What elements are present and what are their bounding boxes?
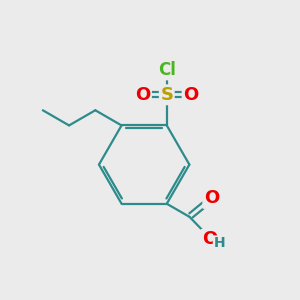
Text: O: O — [135, 86, 151, 104]
Text: O: O — [204, 190, 219, 208]
Text: H: H — [214, 236, 225, 250]
Text: S: S — [160, 86, 173, 104]
Text: O: O — [183, 86, 198, 104]
Text: Cl: Cl — [158, 61, 176, 79]
Text: O: O — [202, 230, 217, 248]
